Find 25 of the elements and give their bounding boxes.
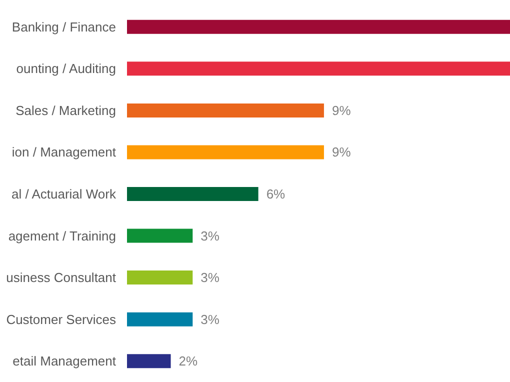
- bar: [127, 103, 324, 118]
- data-label: 9%: [332, 102, 352, 118]
- data-label: 3%: [200, 228, 220, 244]
- data-label: 3%: [200, 312, 220, 327]
- data-label: 6%: [266, 186, 286, 202]
- bar: [127, 312, 193, 326]
- y-tick-label: ion / Management: [12, 144, 116, 160]
- bar: [127, 228, 193, 243]
- data-label: 9%: [332, 144, 352, 160]
- y-tick-label: Banking / Finance: [12, 19, 116, 34]
- data-label: 3%: [200, 270, 220, 286]
- y-tick-label: usiness Consultant: [6, 270, 116, 286]
- bar: [127, 20, 510, 34]
- bar: [127, 145, 324, 160]
- bar: [127, 62, 510, 76]
- y-tick-label: al / Actuarial Work: [11, 186, 116, 202]
- y-tick-label: etail Management: [12, 354, 116, 369]
- y-tick-label: ounting / Auditing: [16, 61, 116, 76]
- y-tick-label: agement / Training: [8, 228, 116, 244]
- bar: [127, 354, 171, 368]
- bar: [127, 187, 258, 201]
- data-label: 2%: [178, 354, 198, 369]
- bar: [127, 270, 193, 285]
- y-tick-label: Sales / Marketing: [16, 102, 116, 118]
- y-tick-label: Customer Services: [6, 312, 116, 327]
